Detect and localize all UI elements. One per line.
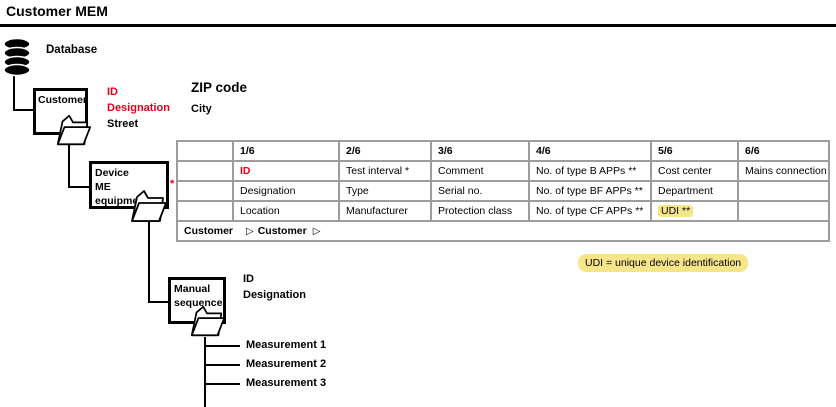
udi-note: UDI = unique device identification bbox=[578, 254, 749, 272]
udi-highlight: UDI ** bbox=[658, 205, 694, 217]
triangle-right-icon: ▷ bbox=[312, 225, 321, 237]
table-corner-cell bbox=[178, 142, 232, 160]
database-icon bbox=[3, 37, 31, 77]
table-cell: Location bbox=[234, 202, 338, 220]
device-node-label-line1: Device bbox=[95, 167, 129, 179]
measurement-label-1: Measurement 1 bbox=[246, 339, 327, 351]
table-cell: No. of type CF APPs ** bbox=[530, 202, 650, 220]
folder-icon bbox=[190, 305, 225, 337]
table-cell bbox=[739, 202, 828, 220]
connector-line bbox=[68, 186, 89, 188]
customer-field-zip: ZIP code bbox=[191, 80, 248, 95]
table-cell: Test interval * bbox=[340, 162, 430, 180]
table-cell: Type bbox=[340, 182, 430, 200]
footer-nav-item: Customer bbox=[257, 225, 307, 237]
connector-line bbox=[204, 345, 240, 347]
measurement-label-2: Measurement 2 bbox=[246, 358, 327, 370]
table-header-cell: 5/6 bbox=[652, 142, 737, 160]
folder-icon bbox=[131, 190, 167, 222]
connector-line bbox=[13, 75, 15, 111]
customer-field-id: ID bbox=[107, 86, 118, 98]
connector-line bbox=[68, 145, 70, 188]
table-cell: Manufacturer bbox=[340, 202, 430, 220]
table-cell: UDI ** bbox=[652, 202, 737, 220]
folder-icon bbox=[56, 114, 91, 146]
table-cell: Protection class bbox=[432, 202, 528, 220]
manual-field-designation: Designation bbox=[243, 289, 306, 301]
device-footnote-asterisk: * bbox=[170, 178, 175, 190]
table-cell: Serial no. bbox=[432, 182, 528, 200]
table-cell: Cost center bbox=[652, 162, 737, 180]
manual-field-id: ID bbox=[243, 273, 254, 285]
table-cell: Designation bbox=[234, 182, 338, 200]
device-data-table: 1/6 2/6 3/6 4/6 5/6 6/6 ID Test interval… bbox=[176, 140, 830, 242]
table-header-cell: 3/6 bbox=[432, 142, 528, 160]
database-label: Database bbox=[46, 44, 98, 56]
table-row-label-cell bbox=[178, 182, 232, 200]
connector-line bbox=[13, 109, 33, 111]
manual-node-label-line2: sequence bbox=[174, 297, 223, 309]
device-node-box: Device ME equipment bbox=[89, 161, 169, 209]
page-title: Customer MEM bbox=[6, 3, 108, 19]
table-cell bbox=[739, 182, 828, 200]
table-header-cell: 4/6 bbox=[530, 142, 650, 160]
connector-line bbox=[204, 337, 206, 407]
footer-customer-label: Customer bbox=[184, 225, 234, 237]
table-cell: No. of type BF APPs ** bbox=[530, 182, 650, 200]
title-divider bbox=[0, 24, 836, 27]
customer-node-label: Customer bbox=[38, 94, 88, 106]
connector-line bbox=[204, 383, 240, 385]
connector-line bbox=[204, 364, 240, 366]
table-header-cell: 6/6 bbox=[739, 142, 828, 160]
table-header-cell: 2/6 bbox=[340, 142, 430, 160]
connector-line bbox=[148, 301, 168, 303]
connector-line bbox=[148, 222, 150, 303]
triangle-right-icon: ▷ bbox=[246, 225, 254, 237]
customer-field-street: Street bbox=[107, 118, 139, 130]
table-cell: Mains connection ** bbox=[739, 162, 828, 180]
table-row-label-cell bbox=[178, 202, 232, 220]
table-header-cell: 1/6 bbox=[234, 142, 338, 160]
table-cell: ID bbox=[234, 162, 338, 180]
table-footer-row: Customer ▷ Customer ▷ bbox=[178, 222, 828, 240]
manual-node-label-line1: Manual bbox=[174, 283, 211, 295]
table-cell: Department bbox=[652, 182, 737, 200]
customer-field-city: City bbox=[191, 103, 212, 115]
table-cell: Comment bbox=[432, 162, 528, 180]
customer-field-designation: Designation bbox=[107, 102, 170, 114]
table-row-label-cell bbox=[178, 162, 232, 180]
table-cell: No. of type B APPs ** bbox=[530, 162, 650, 180]
measurement-label-3: Measurement 3 bbox=[246, 377, 327, 389]
